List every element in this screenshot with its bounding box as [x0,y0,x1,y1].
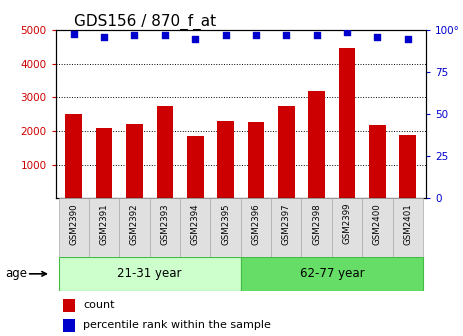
Bar [150,198,180,257]
Point [404,36,412,41]
Bar [156,106,173,198]
Text: GSM2395: GSM2395 [221,203,230,245]
Bar [217,121,234,198]
Bar [362,198,393,257]
Text: GSM2393: GSM2393 [160,203,169,245]
Text: GSM2401: GSM2401 [403,203,412,245]
Bar [59,198,89,257]
Bar [338,48,356,198]
Bar [89,198,119,257]
Bar [210,198,241,257]
Bar [278,106,294,198]
Text: percentile rank within the sample: percentile rank within the sample [83,320,271,330]
Bar [126,124,143,198]
Bar [59,257,241,291]
Text: GSM2391: GSM2391 [100,203,109,245]
Bar [393,198,423,257]
Point [252,33,260,38]
Bar [241,257,423,291]
Point [374,34,381,40]
Text: GSM2399: GSM2399 [343,203,351,245]
Text: GSM2397: GSM2397 [282,203,291,245]
Text: age: age [6,267,28,280]
Bar [248,122,264,198]
Text: GSM2396: GSM2396 [251,203,261,245]
Bar [65,114,82,198]
Text: count: count [83,300,115,310]
Bar [241,198,271,257]
Bar [332,198,362,257]
Bar [180,198,210,257]
Text: GSM2394: GSM2394 [191,203,200,245]
Text: GSM2390: GSM2390 [69,203,78,245]
Bar [63,319,75,332]
Point [282,33,290,38]
Point [192,36,199,41]
Point [70,31,77,36]
Point [161,33,169,38]
Bar [96,128,113,198]
Bar [369,125,386,198]
Text: 21-31 year: 21-31 year [118,267,182,280]
Bar [271,198,301,257]
Text: GSM2400: GSM2400 [373,203,382,245]
Bar [187,136,204,198]
Point [313,33,320,38]
Text: GSM2392: GSM2392 [130,203,139,245]
Bar [400,135,416,198]
Bar [308,91,325,198]
Bar [63,299,75,312]
Point [222,33,229,38]
Point [344,29,351,35]
Text: GDS156 / 870_f_at: GDS156 / 870_f_at [74,14,216,30]
Bar [119,198,150,257]
Text: GSM2398: GSM2398 [312,203,321,245]
Point [131,33,138,38]
Point [100,34,108,40]
Bar [301,198,332,257]
Text: 62-77 year: 62-77 year [300,267,364,280]
